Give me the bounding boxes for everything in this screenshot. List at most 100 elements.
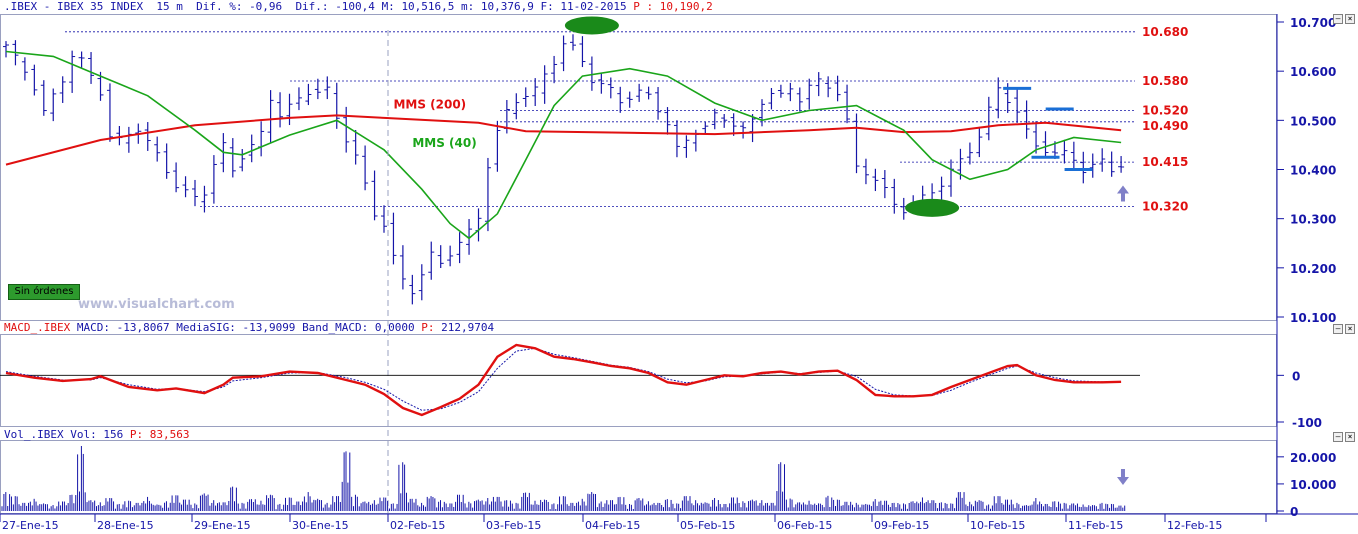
price-bar	[277, 92, 284, 128]
interval: 15 m	[156, 0, 183, 13]
price-bar	[173, 162, 180, 193]
price-bar	[192, 179, 198, 207]
price-bar	[1023, 100, 1030, 139]
trough-ellipse	[905, 198, 960, 217]
price-bar	[1118, 156, 1125, 173]
price-bar	[1089, 153, 1096, 178]
axes: 10.700 10.600 10.500 10.400 10.300 10.200 10.1…	[0, 14, 1358, 532]
price-bar	[31, 64, 38, 96]
price-bar	[787, 82, 794, 102]
level-label: 10.520	[1142, 104, 1188, 118]
sma40-label: MMS (40)	[412, 136, 476, 150]
price-bar	[513, 93, 520, 120]
min-label: m:	[461, 0, 475, 13]
price-bar	[466, 219, 473, 255]
macd-tick-label: 0	[1292, 369, 1300, 383]
price-bar	[560, 35, 567, 72]
volume-tick-label: 10.000	[1290, 478, 1336, 492]
price-bars	[3, 34, 1125, 305]
price-tick-label: 10.600	[1290, 65, 1336, 79]
level-label: 10.320	[1142, 199, 1188, 213]
macd-close-button[interactable]: ×	[1345, 324, 1355, 334]
price-bar	[418, 264, 425, 301]
price-close-button[interactable]: ×	[1345, 14, 1355, 24]
dif-pct-label: Dif. %:	[196, 0, 243, 13]
price-bar	[1080, 151, 1087, 184]
price-tick-label: 10.700	[1290, 16, 1336, 30]
down-arrow-icon	[1116, 469, 1129, 485]
price-bar	[371, 170, 378, 221]
macd-line	[5, 343, 1122, 417]
price-tick-label: 10.400	[1290, 164, 1336, 178]
price-bar	[437, 245, 444, 269]
x-tick-label: 03-Feb-15	[486, 519, 541, 532]
signal-line	[5, 347, 1122, 411]
macd-label: MACD:	[76, 321, 110, 334]
price-bar	[834, 75, 841, 102]
price-bar	[711, 108, 718, 130]
price-bar	[201, 185, 208, 213]
orders-status-button[interactable]: Sin órdenes	[8, 284, 80, 300]
signal-value: -13,9099	[242, 321, 296, 334]
macd-p-value: 212,9704	[441, 321, 495, 334]
price-bar	[21, 57, 28, 81]
price-bar	[995, 77, 1002, 119]
x-tick-label: 06-Feb-15	[777, 519, 832, 532]
price-tick-label: 10.200	[1290, 262, 1336, 276]
price-bar	[579, 36, 586, 68]
price-bar	[343, 106, 350, 153]
macd-tick-label: -100	[1292, 416, 1322, 430]
price-bar	[730, 113, 737, 136]
volume-minimize-button[interactable]: –	[1333, 432, 1343, 442]
price-bar	[106, 83, 113, 142]
price-bar	[740, 121, 747, 139]
price-bar	[258, 121, 265, 157]
price-bar	[872, 168, 879, 192]
price-bar	[683, 135, 690, 158]
price-bar	[1070, 141, 1077, 171]
price-bar	[248, 134, 255, 163]
level-label: 10.580	[1142, 74, 1188, 88]
price-bar	[796, 87, 803, 112]
max-value: 10,516,5	[401, 0, 455, 13]
price-bar	[655, 87, 662, 120]
price-bar	[267, 90, 274, 143]
price-bar	[966, 142, 973, 165]
price-bar	[607, 77, 614, 99]
price-bar	[475, 208, 482, 242]
volume-close-button[interactable]: ×	[1345, 432, 1355, 442]
price-bar	[88, 52, 95, 84]
price-bar	[938, 176, 945, 202]
macd-minimize-button[interactable]: –	[1333, 324, 1343, 334]
x-tick-label: 09-Feb-15	[874, 519, 929, 532]
price-bar	[1042, 131, 1049, 158]
dif-label: Dif.:	[295, 0, 329, 13]
price-bar	[588, 56, 595, 91]
price-tick-label: 10.500	[1290, 114, 1336, 128]
price-bar	[881, 170, 888, 199]
volume-tick-label: 0	[1290, 505, 1298, 519]
price-bar	[239, 148, 246, 172]
price-bar	[144, 122, 151, 151]
max-label: M:	[381, 0, 395, 13]
price-bar	[352, 129, 359, 165]
price-tick-label: 10.100	[1290, 311, 1336, 325]
vol-p-value: 83,563	[149, 428, 190, 441]
price-bar	[59, 76, 66, 103]
signal-label: MediaSIG:	[176, 321, 236, 334]
price-bar	[721, 114, 728, 128]
price-bar	[324, 76, 331, 100]
volume-panel	[1, 446, 1129, 511]
sma40-line	[5, 50, 1122, 240]
price-bar	[806, 78, 813, 110]
price-bar	[673, 120, 680, 158]
price-bar	[900, 197, 907, 220]
price-bar	[570, 34, 576, 51]
symbol: .IBEX - IBEX 35 INDEX	[4, 0, 144, 13]
price-bar	[78, 51, 85, 69]
vol-label: Vol:	[70, 428, 97, 441]
price-minimize-button[interactable]: –	[1333, 14, 1343, 24]
panel-frames	[0, 14, 1277, 514]
price-bar	[50, 88, 57, 122]
